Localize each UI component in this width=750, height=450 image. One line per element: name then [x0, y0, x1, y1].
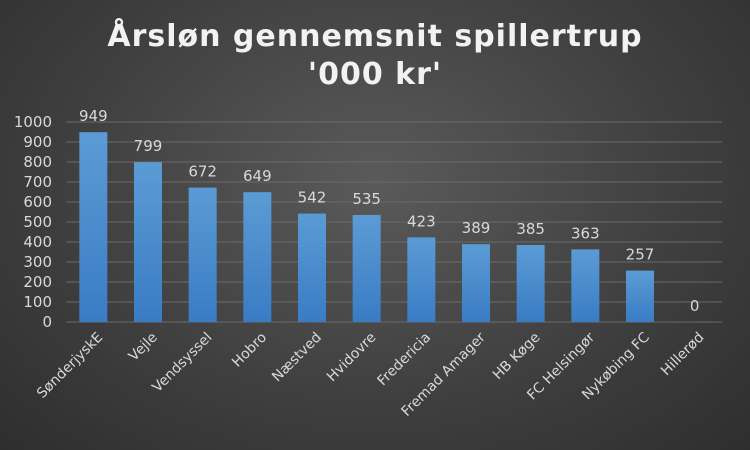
y-tick-label: 1000 — [14, 113, 52, 131]
data-label: 649 — [243, 167, 272, 185]
x-category-label: Fredericia — [374, 330, 434, 390]
data-label: 257 — [626, 246, 655, 264]
data-label: 542 — [298, 189, 327, 207]
bar — [79, 132, 108, 322]
y-tick-label: 500 — [23, 213, 52, 231]
x-category-label: Hvidovre — [324, 330, 380, 386]
x-category-label: SønderjyskE — [34, 330, 106, 402]
y-axis-tick-labels: 0 100 200 300 400 500 600 700 800 900 1000 — [14, 113, 52, 331]
bar — [134, 162, 162, 322]
chart-title: Årsløn gennemsnit spillertrup '000 kr' — [107, 19, 643, 92]
x-category-label: Næstved — [269, 330, 325, 386]
bar — [298, 213, 326, 322]
data-label: 385 — [516, 220, 545, 238]
data-label: 363 — [571, 224, 600, 242]
data-labels: 949 799 672 649 542 535 423 389 385 363 257 0 — [79, 107, 699, 315]
bar — [571, 249, 600, 322]
bar — [352, 215, 381, 322]
data-label: 389 — [462, 219, 491, 237]
y-tick-label: 300 — [23, 253, 52, 271]
x-category-label: Hillerød — [658, 330, 708, 380]
bar — [243, 192, 272, 322]
y-tick-label: 200 — [23, 273, 52, 291]
bar — [516, 245, 545, 322]
y-tick-label: 700 — [23, 173, 52, 191]
y-tick-label: 900 — [23, 133, 52, 151]
y-tick-label: 800 — [23, 153, 52, 171]
y-tick-label: 100 — [23, 293, 52, 311]
bar — [407, 237, 436, 322]
bar — [626, 270, 654, 322]
x-category-label: Hobro — [229, 330, 270, 371]
x-category-label: HB Køge — [490, 330, 544, 384]
y-tick-label: 400 — [23, 233, 52, 251]
bar — [462, 244, 490, 322]
data-label: 949 — [79, 107, 108, 125]
gridlines — [66, 121, 722, 323]
data-label: 423 — [407, 212, 436, 230]
x-category-label: Vejle — [126, 330, 161, 365]
y-tick-label: 0 — [42, 313, 52, 331]
data-label: 672 — [188, 163, 217, 181]
data-label: 0 — [690, 297, 700, 315]
data-label: 535 — [352, 190, 381, 208]
data-label: 799 — [134, 137, 163, 155]
bars — [79, 132, 654, 322]
y-tick-label: 600 — [23, 193, 52, 211]
bar — [188, 187, 217, 322]
